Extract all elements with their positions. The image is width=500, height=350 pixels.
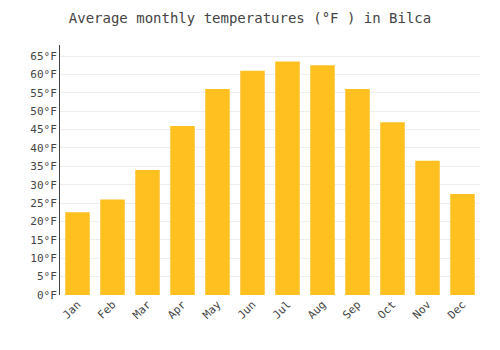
svg-text:Dec: Dec <box>445 298 468 321</box>
svg-text:5°F: 5°F <box>37 270 57 283</box>
svg-text:Jan: Jan <box>60 298 83 321</box>
svg-text:15°F: 15°F <box>30 234 57 247</box>
svg-text:Aug: Aug <box>305 298 328 321</box>
svg-text:30°F: 30°F <box>30 179 57 192</box>
svg-text:40°F: 40°F <box>30 142 57 155</box>
svg-text:Apr: Apr <box>165 298 189 322</box>
svg-text:50°F: 50°F <box>30 105 57 118</box>
svg-text:55°F: 55°F <box>30 87 57 100</box>
svg-text:35°F: 35°F <box>30 160 57 173</box>
svg-text:25°F: 25°F <box>30 197 57 210</box>
svg-text:Jun: Jun <box>235 298 258 321</box>
svg-text:60°F: 60°F <box>30 68 57 81</box>
svg-text:10°F: 10°F <box>30 252 57 265</box>
svg-text:Oct: Oct <box>375 298 398 321</box>
svg-text:May: May <box>200 298 224 322</box>
svg-text:65°F: 65°F <box>30 50 57 63</box>
svg-text:Jul: Jul <box>270 298 293 321</box>
svg-text:0°F: 0°F <box>37 289 57 302</box>
svg-text:Feb: Feb <box>95 298 118 321</box>
svg-text:Mar: Mar <box>130 298 154 322</box>
svg-text:Sep: Sep <box>340 298 363 321</box>
svg-text:Nov: Nov <box>410 298 434 322</box>
svg-text:45°F: 45°F <box>30 123 57 136</box>
svg-text:20°F: 20°F <box>30 215 57 228</box>
svg-text:Average monthly temperatures (: Average monthly temperatures (°F ) in Bi… <box>69 10 431 26</box>
